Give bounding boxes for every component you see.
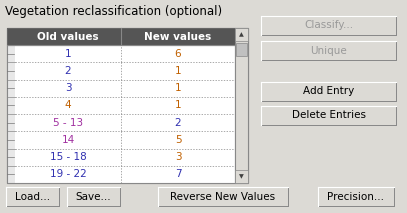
- Text: 14: 14: [61, 135, 74, 145]
- Text: 1: 1: [175, 100, 181, 110]
- Bar: [261, 41, 396, 60]
- Text: 1: 1: [65, 49, 71, 59]
- Text: Vegetation reclassification (optional): Vegetation reclassification (optional): [5, 5, 222, 18]
- Bar: [7, 28, 235, 45]
- Text: 15 - 18: 15 - 18: [50, 152, 86, 162]
- Text: Precision...: Precision...: [328, 191, 385, 201]
- Text: 19 - 22: 19 - 22: [50, 169, 86, 179]
- Text: 2: 2: [65, 66, 71, 76]
- Text: Load...: Load...: [15, 191, 50, 201]
- Bar: [7, 28, 235, 45]
- Bar: [7, 45, 235, 183]
- Bar: [235, 170, 248, 183]
- Bar: [7, 188, 60, 207]
- Text: Delete Entries: Delete Entries: [291, 111, 365, 121]
- Text: 1: 1: [175, 83, 181, 93]
- Text: 4: 4: [65, 100, 71, 110]
- Text: 2: 2: [175, 118, 181, 128]
- Bar: [235, 28, 248, 183]
- Bar: [15, 45, 235, 183]
- Text: 6: 6: [175, 49, 181, 59]
- Bar: [7, 45, 15, 183]
- Text: Unique: Unique: [310, 46, 347, 56]
- Text: Save...: Save...: [76, 191, 111, 201]
- Text: 3: 3: [65, 83, 71, 93]
- Bar: [67, 187, 120, 206]
- Bar: [235, 28, 248, 41]
- Bar: [7, 28, 248, 183]
- Text: Classify...: Classify...: [304, 20, 353, 30]
- Text: Add Entry: Add Entry: [303, 86, 354, 96]
- Bar: [319, 188, 395, 207]
- Bar: [262, 83, 397, 102]
- Bar: [68, 188, 121, 207]
- Bar: [262, 107, 397, 126]
- Text: 7: 7: [175, 169, 181, 179]
- Text: ▼: ▼: [239, 174, 244, 179]
- Text: 3: 3: [175, 152, 181, 162]
- Text: New values: New values: [144, 32, 212, 42]
- Bar: [6, 187, 59, 206]
- Text: 1: 1: [175, 66, 181, 76]
- Text: Old values: Old values: [37, 32, 99, 42]
- Bar: [318, 187, 394, 206]
- Text: 5: 5: [175, 135, 181, 145]
- Bar: [262, 17, 397, 36]
- Bar: [261, 106, 396, 125]
- Text: 5 - 13: 5 - 13: [53, 118, 83, 128]
- Bar: [261, 82, 396, 101]
- Text: ▲: ▲: [239, 32, 244, 37]
- Bar: [236, 43, 247, 56]
- Bar: [262, 42, 397, 61]
- Bar: [261, 16, 396, 35]
- Text: Reverse New Values: Reverse New Values: [171, 191, 276, 201]
- Bar: [159, 188, 289, 207]
- Bar: [158, 187, 288, 206]
